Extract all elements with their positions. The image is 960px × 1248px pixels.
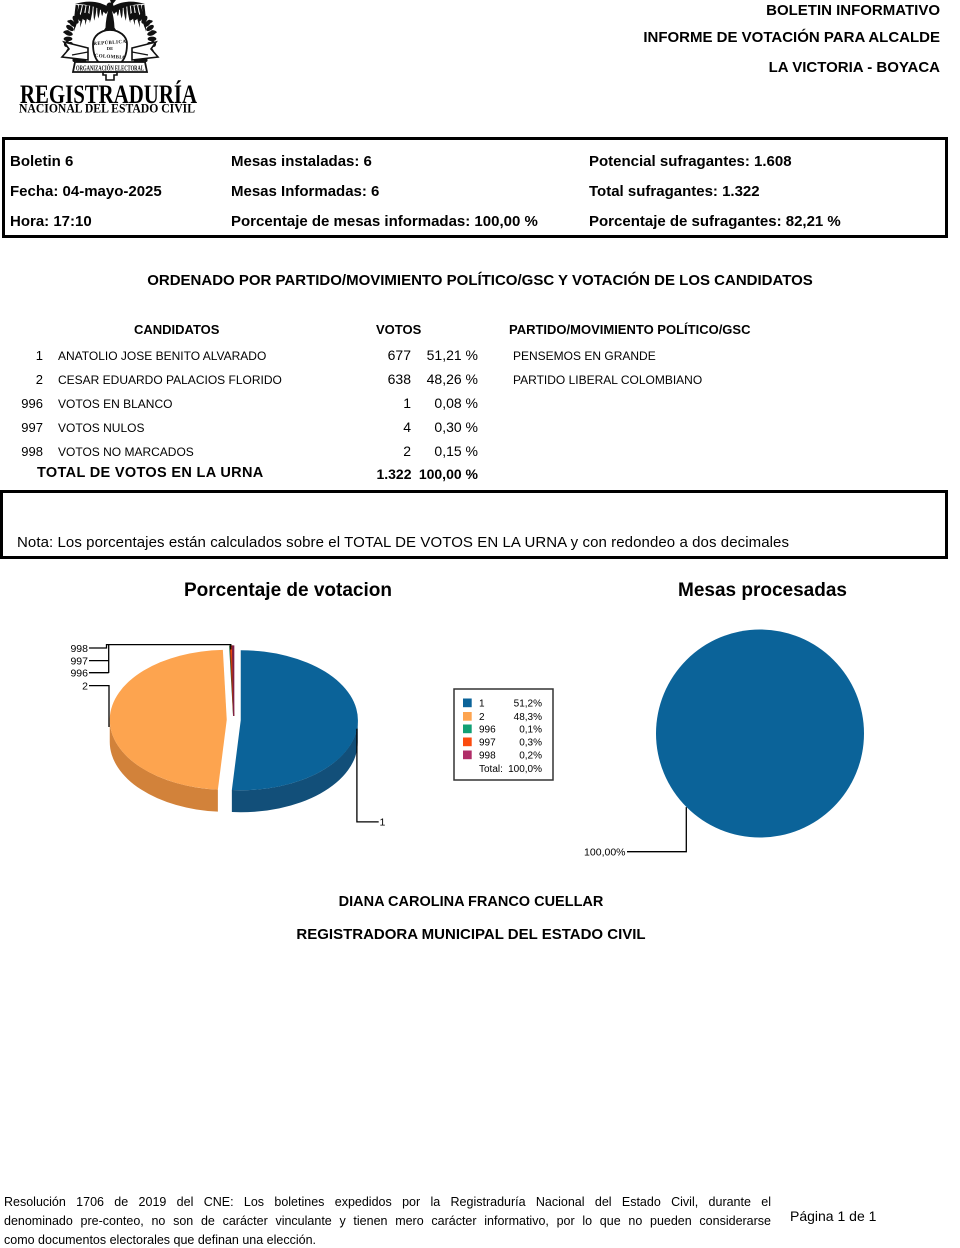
svg-text:DE: DE	[107, 46, 113, 51]
svg-text:REGISTRADURÍA: REGISTRADURÍA	[20, 80, 197, 109]
svg-text:0,3%: 0,3%	[519, 738, 542, 749]
svg-text:0,1%: 0,1%	[519, 725, 542, 736]
svg-text:ORGANIZACIÓN ELECTORAL: ORGANIZACIÓN ELECTORAL	[76, 63, 144, 73]
svg-text:998: 998	[479, 751, 496, 762]
svg-text:REPÚBLICA: REPÚBLICA	[93, 39, 126, 47]
svg-text:51,2%: 51,2%	[514, 699, 542, 710]
svg-text:996: 996	[479, 725, 496, 736]
svg-text:2: 2	[82, 680, 88, 692]
svg-text:1: 1	[479, 699, 485, 710]
svg-text:0,2%: 0,2%	[519, 751, 542, 762]
svg-text:996: 996	[70, 668, 88, 680]
svg-text:2: 2	[479, 712, 485, 723]
svg-text:100,00%: 100,00%	[584, 847, 625, 859]
svg-text:100,0%: 100,0%	[508, 764, 542, 775]
svg-text:1: 1	[380, 817, 386, 829]
svg-text:NACIONAL DEL ESTADO CIVIL: NACIONAL DEL ESTADO CIVIL	[19, 101, 195, 116]
svg-text:998: 998	[70, 643, 88, 655]
svg-text:997: 997	[479, 738, 496, 749]
svg-text:48,3%: 48,3%	[514, 712, 542, 723]
svg-text:COLOMBIA: COLOMBIA	[95, 54, 126, 61]
svg-text:Total:: Total:	[479, 764, 503, 775]
svg-text:997: 997	[70, 655, 88, 667]
